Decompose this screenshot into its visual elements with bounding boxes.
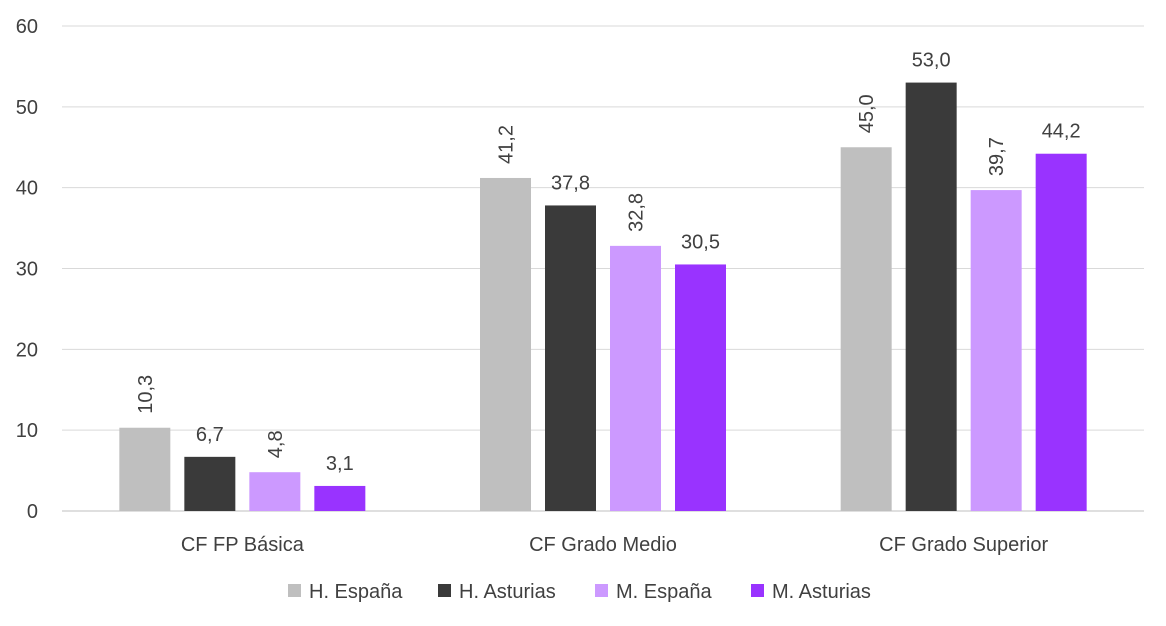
data-labels: 10,3 6,7 4,8 3,1 41,2 37,8 32,8 30,5 45,0 53,0 39,… (135, 50, 1081, 475)
legend-swatch (288, 584, 301, 597)
data-label: 41,2 (496, 125, 518, 164)
bar (1035, 153, 1087, 511)
data-label: 10,3 (135, 375, 157, 414)
data-label: 6,7 (196, 424, 224, 446)
x-category-label: CF Grado Superior (879, 534, 1048, 556)
data-label: 3,1 (326, 453, 354, 475)
legend: H. España H. Asturias M. España M. Asturias (288, 581, 871, 603)
bar (314, 485, 366, 511)
data-label: 37,8 (551, 172, 590, 194)
legend-label: M. Asturias (772, 581, 871, 603)
bar (905, 82, 957, 511)
y-tick-label: 50 (16, 97, 38, 119)
y-tick-label: 40 (16, 178, 38, 200)
bar (545, 205, 596, 511)
data-label: 32,8 (626, 193, 648, 232)
legend-swatch (438, 584, 451, 597)
y-tick-label: 20 (16, 339, 38, 361)
bars (119, 82, 1087, 511)
x-category-label: CF Grado Medio (529, 534, 677, 556)
legend-label: H. Asturias (459, 581, 556, 603)
bar (970, 190, 1022, 511)
bar (249, 472, 301, 511)
data-label: 44,2 (1042, 121, 1081, 143)
y-tick-label: 30 (16, 259, 38, 281)
x-category-label: CF FP Básica (181, 534, 305, 556)
data-label: 53,0 (912, 50, 951, 72)
legend-swatch (751, 584, 764, 597)
bar (480, 177, 531, 511)
data-label: 45,0 (856, 94, 878, 133)
x-axis-categories: CF FP Básica CF Grado Medio CF Grado Super… (181, 534, 1049, 556)
bar (610, 245, 661, 511)
bar (119, 427, 171, 511)
bar (840, 147, 892, 511)
bar (675, 264, 726, 511)
legend-label: M. España (616, 581, 712, 603)
data-label: 39,7 (986, 137, 1008, 176)
y-axis-ticks: 0 10 20 30 40 50 60 (16, 16, 38, 523)
data-label: 4,8 (265, 430, 287, 458)
data-label: 30,5 (681, 231, 720, 253)
legend-label: H. España (309, 581, 403, 603)
bar (184, 456, 236, 511)
y-tick-label: 10 (16, 420, 38, 442)
legend-swatch (595, 584, 608, 597)
y-tick-label: 60 (16, 16, 38, 38)
y-tick-label: 0 (27, 501, 38, 523)
gridlines (62, 25, 1144, 512)
